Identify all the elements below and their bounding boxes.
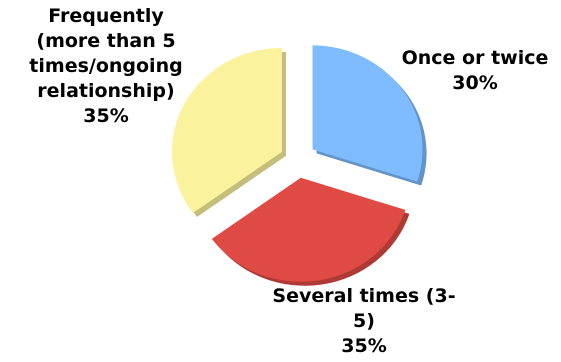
pie-slice-frequently xyxy=(171,47,282,213)
slice-value-label: 35% xyxy=(341,335,387,357)
pie-slice-once xyxy=(312,45,423,182)
slice-label-text: Once or twice xyxy=(401,47,549,69)
slice-label-text: times/ongoing xyxy=(29,55,183,77)
slice-value-label: 30% xyxy=(452,72,498,94)
slice-label-several-times: Several times (3- 5) 35% xyxy=(258,284,470,359)
slice-label-once-or-twice: Once or twice 30% xyxy=(386,46,561,96)
slice-label-text: 5) xyxy=(353,310,375,332)
slice-label-frequently: Frequently (more than 5 times/ongoing re… xyxy=(8,4,204,129)
slice-label-text: relationship) xyxy=(37,80,175,102)
slice-label-text: Frequently xyxy=(48,5,164,27)
slice-label-text: (more than 5 xyxy=(36,30,176,52)
slice-value-label: 35% xyxy=(83,105,129,127)
slice-label-text: Several times (3- xyxy=(272,285,456,307)
pie-slice-several xyxy=(211,177,406,282)
